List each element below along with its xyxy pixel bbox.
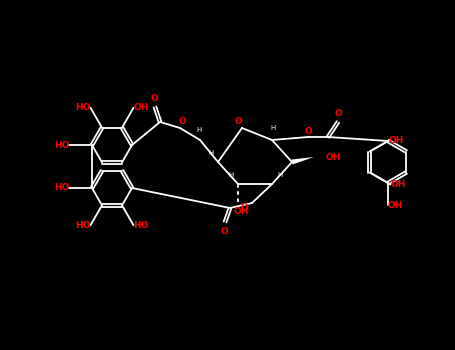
Text: H: H <box>209 150 214 156</box>
Text: O: O <box>178 117 186 126</box>
Text: HO: HO <box>75 221 91 230</box>
Text: OH: OH <box>326 153 341 161</box>
Text: H: H <box>197 127 202 133</box>
Text: HO: HO <box>75 103 91 112</box>
Polygon shape <box>292 157 314 164</box>
Text: O: O <box>150 93 158 103</box>
Text: H: H <box>270 125 276 131</box>
Text: H: H <box>229 172 234 178</box>
Text: O: O <box>234 117 242 126</box>
Text: O: O <box>334 108 342 118</box>
Text: OH: OH <box>133 103 149 112</box>
Text: O: O <box>304 126 312 135</box>
Text: OH: OH <box>233 206 249 216</box>
Text: H: H <box>277 172 282 178</box>
Text: O: O <box>220 226 228 236</box>
Text: OH: OH <box>389 136 404 145</box>
Text: HO: HO <box>54 183 69 192</box>
Text: HO: HO <box>133 221 149 230</box>
Text: OH: OH <box>390 180 406 189</box>
Text: O: O <box>240 203 248 211</box>
Text: OH: OH <box>388 201 404 210</box>
Text: HO: HO <box>54 140 69 149</box>
